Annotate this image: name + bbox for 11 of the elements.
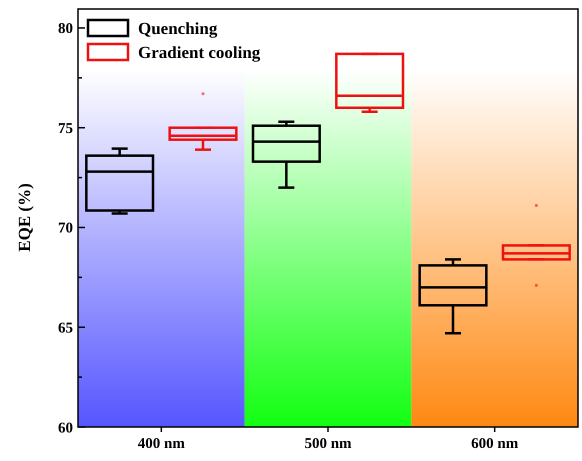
x-tick-label: 500 nm xyxy=(304,436,352,452)
y-tick-label: 80 xyxy=(58,21,73,38)
legend-label: Gradient cooling xyxy=(138,42,261,62)
legend-label: Quenching xyxy=(138,18,218,38)
y-axis-title: EQE (%) xyxy=(15,183,34,252)
x-tick-label: 400 nm xyxy=(138,436,186,452)
y-tick-label: 60 xyxy=(58,420,73,436)
y-tick-label: 65 xyxy=(58,320,73,336)
y-tick-label: 70 xyxy=(58,220,73,237)
y-tick-label: 75 xyxy=(58,120,73,137)
x-tick-label: 600 nm xyxy=(471,436,519,452)
